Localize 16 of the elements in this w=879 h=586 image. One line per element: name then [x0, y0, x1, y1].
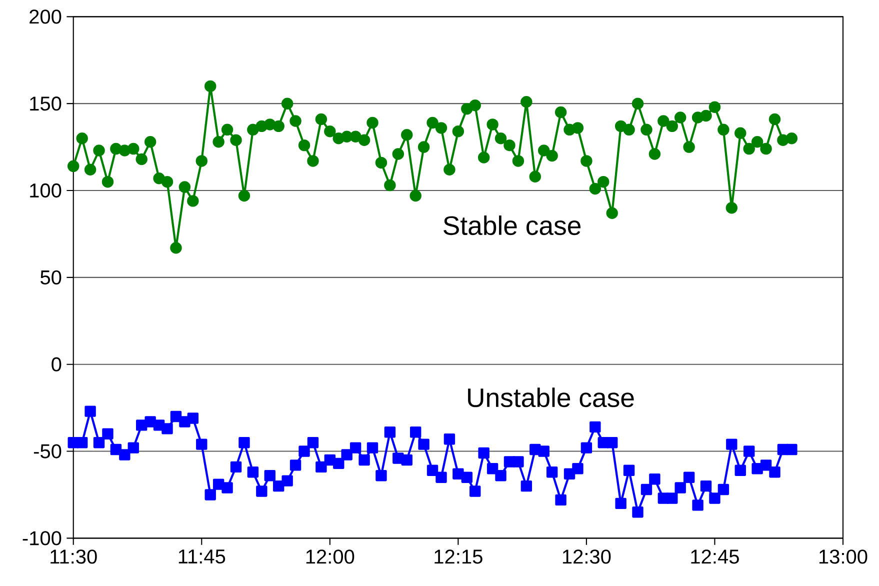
series-label: Stable case: [444, 215, 581, 235]
x-tick-label: 12:45: [691, 549, 739, 564]
x-tick-label: 12:00: [306, 549, 354, 564]
y-tick-label: 200: [30, 9, 62, 24]
x-tick-label: 11:45: [178, 549, 226, 564]
x-tick-label: 12:15: [434, 549, 482, 564]
y-tick-label: -50: [34, 444, 62, 458]
y-tick-label: 100: [30, 183, 62, 198]
y-tick-label: 0: [52, 357, 62, 372]
series-label: Unstable case: [468, 387, 634, 408]
y-tick-label: 150: [30, 96, 62, 111]
x-tick-label: 11:30: [50, 549, 97, 564]
y-tick-label: 50: [40, 270, 62, 284]
x-tick-label: 13:00: [819, 549, 868, 564]
x-tick-label: 12:30: [562, 549, 611, 564]
y-tick-label: -100: [22, 531, 62, 546]
